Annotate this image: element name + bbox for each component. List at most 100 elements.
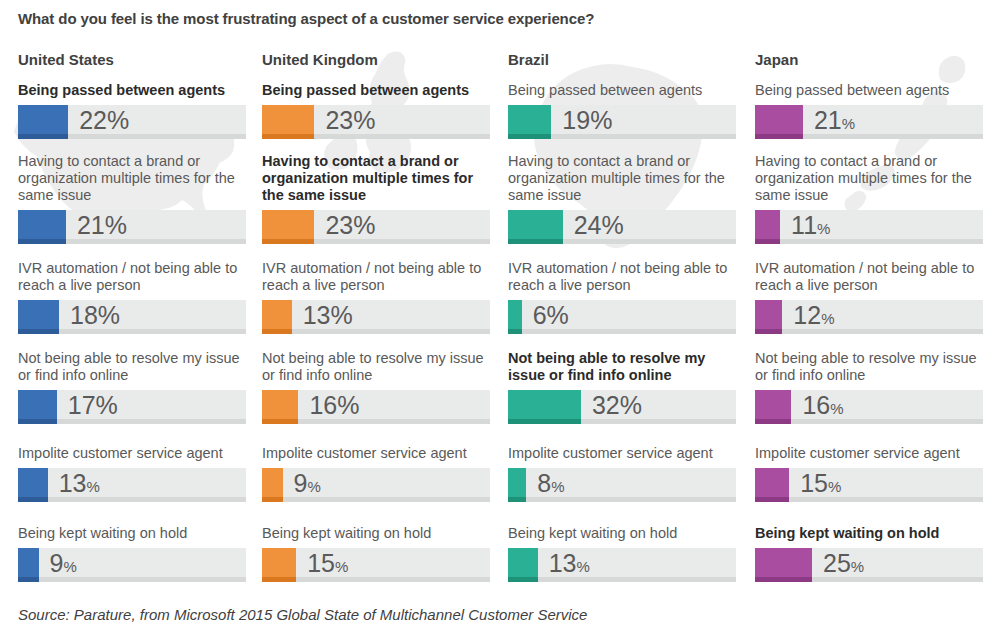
percent-sign: % [620, 391, 642, 419]
bar-fill [508, 300, 522, 334]
country-panel: United States Being passed between agent… [18, 45, 246, 605]
bar-value: 13% [303, 301, 353, 334]
category-row: Being kept waiting on hold 15% [262, 548, 490, 582]
bar-track: 23% [262, 210, 490, 244]
category-row: Being kept waiting on hold 13% [508, 548, 736, 582]
category-label: Having to contact a brand or organizatio… [508, 153, 738, 204]
country-panel: Brazil Being passed between agents 19% H… [508, 45, 736, 605]
bar-value: 16% [802, 391, 843, 424]
bar-value: 13% [59, 469, 100, 502]
bar-track: 18% [18, 300, 246, 334]
country-header: Brazil [508, 51, 549, 68]
bar-track: 24% [508, 210, 736, 244]
bar-value-number: 11 [791, 211, 817, 239]
bar-value-number: 19 [562, 106, 590, 134]
bar-value: 21% [814, 106, 855, 139]
percent-sign: % [107, 106, 129, 134]
category-row: Impolite customer service agent 15% [755, 468, 983, 502]
percent-sign: % [602, 211, 624, 239]
bar-fill [262, 300, 292, 334]
bar-track: 15% [755, 468, 983, 502]
bar-value-number: 32 [592, 391, 620, 419]
category-label: Not being able to resolve my issue or fi… [262, 350, 492, 384]
bar-value-number: 8 [537, 469, 551, 497]
bar-value: 8% [537, 469, 564, 502]
bar-fill [18, 105, 68, 139]
percent-sign: % [86, 478, 99, 495]
category-row: Not being able to resolve my issue or fi… [755, 390, 983, 424]
bar-track: 12% [755, 300, 983, 334]
bar-value-number: 25 [823, 549, 851, 577]
percent-sign: % [551, 478, 564, 495]
bar-track: 32% [508, 390, 736, 424]
category-label: Being passed between agents [262, 82, 492, 99]
bar-value: 32% [592, 391, 642, 424]
category-label: Being kept waiting on hold [18, 525, 248, 542]
percent-sign: % [821, 310, 834, 327]
bar-value: 24% [574, 211, 624, 244]
bar-track: 13% [18, 468, 246, 502]
percent-sign: % [830, 400, 843, 417]
country-header: Japan [755, 51, 798, 68]
bar-value-number: 17 [68, 391, 96, 419]
percent-sign: % [842, 115, 855, 132]
bar-fill [262, 210, 314, 244]
category-row: Impolite customer service agent 9% [262, 468, 490, 502]
bar-value-number: 23 [325, 106, 353, 134]
chart-title: What do you feel is the most frustrating… [18, 10, 594, 27]
category-row: Being kept waiting on hold 25% [755, 548, 983, 582]
bar-value: 19% [562, 106, 612, 139]
percent-sign: % [353, 211, 375, 239]
percent-sign: % [96, 391, 118, 419]
percent-sign: % [98, 301, 120, 329]
source-note: Source: Parature, from Microsoft 2015 Gl… [18, 606, 587, 623]
category-label: IVR automation / not being able to reach… [755, 260, 985, 294]
bar-fill [18, 390, 57, 424]
bar-value-number: 16 [802, 391, 830, 419]
bar-fill [508, 468, 526, 502]
bar-value: 22% [79, 106, 129, 139]
category-label: Being kept waiting on hold [755, 525, 985, 542]
category-row: Not being able to resolve my issue or fi… [508, 390, 736, 424]
category-row: Not being able to resolve my issue or fi… [18, 390, 246, 424]
bar-value: 9% [50, 549, 77, 582]
bar-value: 13% [549, 549, 590, 582]
percent-sign: % [63, 558, 76, 575]
bar-fill [755, 548, 812, 582]
bar-fill [755, 210, 780, 244]
bar-fill [18, 300, 59, 334]
category-row: Being passed between agents 21% [755, 105, 983, 139]
bar-value: 12% [793, 301, 834, 334]
bar-fill [262, 548, 296, 582]
category-row: IVR automation / not being able to reach… [755, 300, 983, 334]
bar-value-number: 24 [574, 211, 602, 239]
bar-value: 16% [309, 391, 359, 424]
percent-sign: % [828, 478, 841, 495]
bar-fill [508, 548, 538, 582]
bar-value-number: 13 [59, 469, 87, 497]
bar-value-number: 21 [814, 106, 842, 134]
country-header: United Kingdom [262, 51, 378, 68]
bar-fill [755, 105, 803, 139]
category-label: IVR automation / not being able to reach… [18, 260, 248, 294]
bar-fill [18, 548, 39, 582]
bar-value: 15% [307, 549, 348, 582]
category-label: Impolite customer service agent [18, 445, 248, 462]
percent-sign: % [590, 106, 612, 134]
bar-fill [755, 468, 789, 502]
bar-value-number: 12 [793, 301, 821, 329]
bar-value-number: 21 [77, 211, 105, 239]
category-row: Having to contact a brand or organizatio… [508, 210, 736, 244]
country-panel: United Kingdom Being passed between agen… [262, 45, 490, 605]
percent-sign: % [337, 391, 359, 419]
percent-sign: % [353, 106, 375, 134]
category-row: IVR automation / not being able to reach… [508, 300, 736, 334]
bar-value-number: 13 [549, 549, 577, 577]
bar-fill [755, 300, 782, 334]
bar-track: 25% [755, 548, 983, 582]
bar-value-number: 18 [70, 301, 98, 329]
percent-sign: % [576, 558, 589, 575]
category-label: IVR automation / not being able to reach… [262, 260, 492, 294]
bar-value: 25% [823, 549, 864, 582]
bar-value-number: 22 [79, 106, 107, 134]
